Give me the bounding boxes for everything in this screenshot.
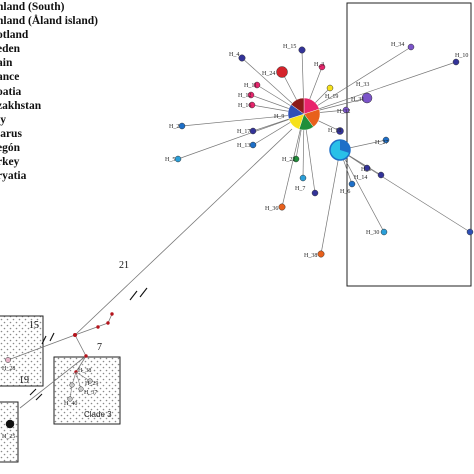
legend-entry-spain: ain [0,57,13,70]
main-clade-spokes [177,46,471,255]
label-h17: H_17 [237,129,250,135]
label-h3: H_3 [314,62,324,68]
legend-entry-finland-aland: nland (Åland island) [0,15,98,28]
central-haplotype-pie [287,97,321,131]
trunk-branches [7,128,293,409]
label-h11: H_11 [244,83,257,89]
label-h29: H_29 [85,381,98,387]
node-h2 [178,122,186,130]
label-h19: H_19 [325,94,338,100]
node-h14 [363,164,371,172]
label-h7: H_7 [295,186,305,192]
left-upper-clade [5,357,11,363]
node-h19 [326,84,334,92]
node-h13 [249,141,257,149]
clade-3-labels: H_38 H_29 H_37 H_40 [64,368,98,407]
node-h21 [311,189,319,197]
node-h33 [361,92,373,104]
node-h34 [407,43,415,51]
legend-entry-scotland: otland [0,29,29,42]
legend: nland (South) nland (Åland island) otlan… [0,0,98,183]
label-h27: H_27 [375,140,388,146]
label-h34: H_34 [391,42,404,48]
label-h10: H_10 [455,53,468,59]
left-lower-clade [5,419,15,429]
main-clade-labels: H_4 H_15 H_3 H_24 H_11 H_12 H_16 H_19 H_… [165,42,468,259]
clade-box-left-upper [0,315,44,387]
label-h5: H_5 [165,157,175,163]
label-h6: H_6 [340,189,350,195]
node-h5 [174,155,182,163]
clade-box-3 [53,356,121,425]
node-h7 [299,174,307,182]
label-h1: H_1 [361,167,371,173]
mutation-count-21: 21 [119,260,129,271]
main-clade-nodes [174,43,474,258]
node-h24 [276,66,288,78]
label-h38-main: H_38 [304,253,317,259]
node-h3 [318,63,326,71]
label-h15: H_15 [283,44,296,50]
label-h30: H_30 [366,230,379,236]
label-h25: H_25 [2,434,15,440]
mutation-count-19: 19 [19,375,29,386]
label-h32: H_32 [337,109,350,115]
clade-box-left-lower [0,401,19,463]
legend-entry-finland-south: nland (South) [0,1,65,13]
label-h12: H_12 [238,93,251,99]
legend-entry-belarus: larus [0,127,22,140]
label-h33: H_33 [356,82,369,88]
label-h28: H_28 [2,366,15,372]
node-h36 [278,203,286,211]
node-h4 [238,54,246,62]
median-vectors [73,312,114,374]
clade-3-label: Clade 3 [84,410,112,419]
node-edge-right [466,228,474,236]
mutation-count-15: 15 [29,320,39,331]
label-h2: H_2 [169,124,179,130]
node-h18 [336,127,344,135]
node-h11 [253,81,261,89]
clade-3-nodes [67,378,93,402]
legend-entry-sweden: eden [0,43,20,56]
label-h18: H_18 [328,128,341,134]
legend-entry-kazakhstan: zakhstan [0,99,42,112]
legend-entry-turkey: rkey [0,156,20,169]
label-h38-c3: H_38 [78,368,91,374]
label-h37: H_37 [84,390,97,396]
label-h31: H_31 [351,97,364,103]
legend-entry-italy: ly [0,113,6,126]
blue-haplotype-pie [329,139,351,161]
legend-entry-croatia: oatia [0,85,22,98]
node-h17 [249,127,257,135]
node-h1 [377,171,385,179]
label-h36: H_36 [265,206,278,212]
label-h40: H_40 [64,401,77,407]
label-h16: H_16 [238,103,251,109]
node-h27 [382,136,390,144]
node-h32 [342,106,350,114]
node-h16 [248,101,256,109]
label-h14: H_14 [354,175,367,181]
mutation-ticks [29,287,148,401]
node-h22 [292,155,300,163]
legend-entry-france: ance [0,71,20,84]
node-h12 [247,91,255,99]
node-h10 [452,58,460,66]
mutation-count-7: 7 [97,342,102,353]
node-h6 [348,180,356,188]
label-h24: H_24 [262,71,275,77]
label-h22: H_22 [282,157,295,163]
label-h4: H_4 [229,52,239,58]
label-h9: H_9 [274,114,284,120]
node-h15 [298,46,306,54]
legend-entry-oregon: egón [0,141,20,154]
legend-entry-buryatia: ryatia [0,170,27,183]
node-h30 [380,228,388,236]
node-h38b [317,250,325,258]
label-h13: H_13 [237,143,250,149]
